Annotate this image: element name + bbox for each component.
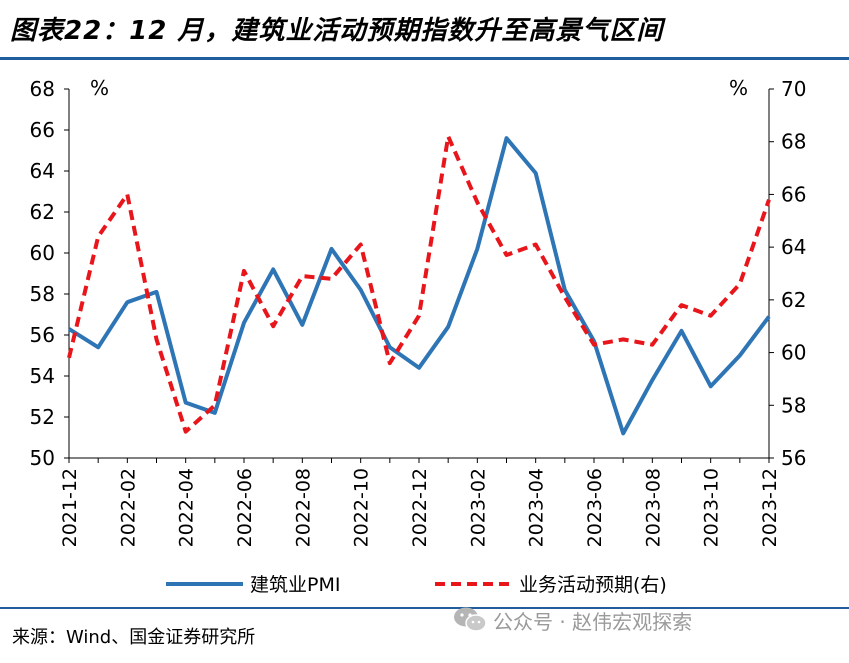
x-tick-label: 2023-06 [584, 468, 606, 547]
y-left-tick-label: 52 [30, 405, 55, 429]
footer-divider [0, 607, 849, 609]
x-tick-label: 2022-06 [234, 468, 256, 547]
y-right-tick-label: 64 [781, 235, 806, 259]
x-tick-label: 2021-12 [59, 468, 81, 547]
y-right-tick-label: 68 [781, 130, 806, 154]
y-left-tick-label: 58 [30, 282, 55, 306]
chart-title: 图表22：12 月，建筑业活动预期指数升至高景气区间 [10, 16, 664, 46]
y-left-tick-label: 54 [30, 364, 55, 388]
y-right-tick-label: 58 [781, 393, 806, 417]
x-tick-label: 2023-08 [642, 468, 664, 547]
title-divider [0, 57, 849, 60]
x-tick-label: 2022-02 [117, 468, 139, 547]
y-right-tick-label: 66 [781, 182, 806, 206]
x-tick-label: 2023-10 [701, 468, 723, 547]
y-left-unit: % [90, 76, 109, 100]
y-right-tick-label: 60 [781, 341, 806, 365]
x-tick-label: 2022-08 [292, 468, 314, 547]
x-tick-label: 2023-12 [759, 468, 781, 547]
y-left-tick-label: 64 [30, 159, 55, 183]
line-chart: 50 52 54 56 58 60 62 64 66 68 56 58 60 62 64 66 68 70% % 20… [30, 76, 807, 596]
y-left-tick-label: 56 [30, 323, 55, 347]
watermark: 公众号 · 赵伟宏观探索 [453, 603, 692, 637]
series-line-2 [67, 134, 771, 434]
y-right-unit: % [729, 76, 748, 100]
x-tick-label: 2022-12 [409, 468, 431, 547]
y-left-tick-label: 50 [30, 446, 55, 470]
y-left-tick-label: 66 [30, 118, 55, 142]
wechat-bubble-icon [454, 607, 487, 632]
legend-label-1: 建筑业PMI [250, 574, 340, 596]
series-line-1 [67, 136, 771, 436]
y-left-tick-label: 68 [30, 77, 55, 101]
x-tick-label: 2022-04 [176, 468, 198, 547]
source-note: 来源：Wind、国金证券研究所 [12, 627, 256, 648]
y-left-tick-label: 60 [30, 241, 55, 265]
y-right-tick-label: 62 [781, 288, 806, 312]
x-tick-label: 2023-04 [526, 468, 548, 547]
y-right-tick-label: 70 [781, 77, 806, 101]
x-tick-label: 2023-02 [467, 468, 489, 547]
watermark-text: 公众号 · 赵伟宏观探索 [493, 609, 693, 634]
x-tick-label: 2022-10 [351, 468, 373, 547]
legend-label-2: 业务活动预期(右) [519, 574, 667, 596]
y-left-tick-label: 62 [30, 200, 55, 224]
y-right-tick-label: 56 [781, 446, 806, 470]
